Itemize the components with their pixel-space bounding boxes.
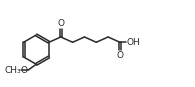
Text: O: O	[20, 66, 27, 75]
Text: O: O	[116, 51, 123, 60]
Text: OH: OH	[127, 38, 140, 47]
Text: O: O	[57, 19, 64, 28]
Text: CH₃: CH₃	[5, 66, 21, 75]
